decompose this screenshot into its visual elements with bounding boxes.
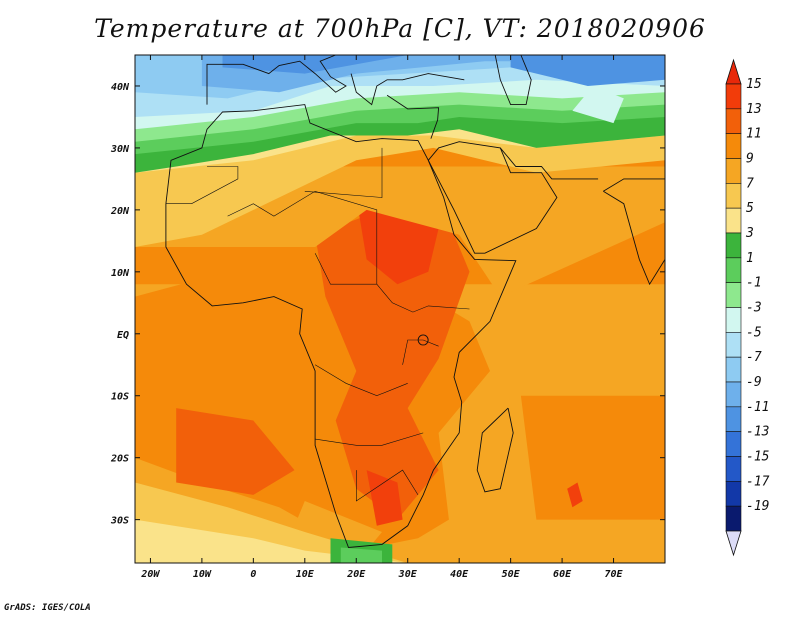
country-border [304, 147, 383, 198]
colorbar-swatch [725, 406, 742, 432]
colorbar-label: -9 [746, 375, 762, 390]
lat-tick-label: 30S [110, 516, 129, 527]
lon-tick-label: 70E [605, 569, 624, 580]
map-title: Temperature at 700hPa [C], VT: 201802090… [94, 14, 706, 43]
lat-tick-label: 10N [111, 268, 130, 279]
lake-victoria [417, 334, 429, 346]
colorbar-swatch [725, 83, 742, 110]
coastline [499, 147, 599, 180]
temperature-region [135, 519, 408, 563]
colorbar-swatch [725, 456, 742, 482]
lon-tick-label: 20W [140, 569, 160, 580]
coastline [476, 407, 514, 493]
colorbar-label: 15 [746, 77, 762, 92]
temperature-field [135, 55, 665, 563]
lon-tick-label: 20E [346, 569, 366, 580]
country-border [315, 432, 424, 446]
coastline [386, 94, 440, 139]
lat-tick-label: 20N [110, 206, 130, 217]
colorbar-label: -1 [746, 276, 762, 291]
colorbar-label: -13 [746, 425, 769, 440]
temperature-region [572, 86, 624, 124]
lon-tick-label: 10W [193, 569, 212, 580]
colorbar-swatch [725, 158, 742, 184]
colorbar-swatch [725, 431, 742, 457]
colorbar-label: 7 [746, 176, 754, 191]
lon-tick-label: 60E [553, 569, 572, 580]
colorbar-label: -11 [746, 400, 769, 415]
coastline [165, 104, 517, 548]
lon-tick-label: 40E [450, 569, 469, 580]
lon-tick-label: 30E [398, 569, 418, 580]
colorbar-swatch [725, 282, 742, 308]
temperature-region [135, 135, 665, 247]
colorbar-label: 13 [746, 102, 762, 117]
country-border [227, 190, 378, 285]
colorbar-swatch [725, 505, 742, 532]
lat-tick-label: 30N [110, 144, 130, 155]
colorbar-label: 11 [746, 127, 762, 142]
latitude-axis: 40N 30N 20N 10N EQ 10S 20S 30S [110, 82, 665, 527]
coastline [206, 55, 347, 105]
temperature-region [222, 55, 408, 74]
country-border [402, 339, 439, 365]
longitude-axis: 20W 10W 0 10E 20E 30E 40E 50E 60E 70E [140, 55, 624, 580]
lat-tick-label: 10S [111, 392, 129, 403]
coastlines [165, 55, 665, 548]
temperature-region [176, 408, 295, 495]
temperature-region [567, 482, 583, 508]
lat-tick-label: EQ [117, 330, 129, 341]
lon-tick-label: 10E [296, 569, 315, 580]
temperature-region [510, 55, 665, 86]
lon-tick-label: 0 [250, 569, 256, 580]
coastline [603, 178, 665, 286]
colorbar-swatch [725, 481, 742, 507]
country-border [355, 469, 419, 502]
colorbar-label: -15 [746, 450, 770, 465]
colorbar-label: 3 [745, 226, 754, 241]
colorbar-under-triangle [725, 530, 742, 557]
temperature-region [315, 209, 470, 520]
lon-tick-label: 50E [502, 569, 521, 580]
map-frame [134, 54, 666, 564]
country-border [165, 166, 239, 204]
colorbar-swatch [725, 232, 742, 259]
temperature-region [520, 395, 665, 520]
colorbar-swatch [725, 133, 742, 159]
colorbar-swatch [725, 108, 742, 134]
colorbar-over-triangle [725, 58, 742, 85]
colorbar-swatch [725, 257, 742, 283]
lat-tick-label: 40N [111, 82, 130, 93]
grads-credit: GrADS: IGES/COLA [4, 603, 91, 613]
colorbar-label: -17 [746, 474, 770, 489]
coastline [350, 73, 465, 106]
colorbar-label: -3 [746, 301, 762, 316]
colorbar-swatch [725, 356, 742, 383]
colorbar-swatch [725, 307, 742, 333]
colorbar-swatch [725, 207, 742, 234]
colorbar-label: 5 [746, 201, 754, 216]
colorbar-label: -5 [746, 325, 762, 340]
colorbar-swatch [725, 332, 742, 358]
lat-tick-label: 20S [110, 454, 129, 465]
coastline [494, 55, 532, 106]
colorbar-swatch [725, 183, 742, 209]
country-border [314, 364, 408, 397]
colorbar-swatch [725, 381, 742, 408]
colorbar: 15 13 11 9 7 5 3 1 -1 -3 -5 -7 -9 -11 -13 -15 -17 -19 [725, 58, 770, 557]
colorbar-label: 9 [746, 152, 754, 167]
colorbar-label: 1 [746, 251, 754, 266]
country-border [314, 253, 470, 313]
temperature-region [366, 470, 403, 526]
colorbar-label: -19 [746, 499, 769, 514]
colorbar-label: -7 [746, 350, 762, 365]
temperature-region [340, 547, 382, 563]
coastline [427, 141, 558, 254]
field-contours [135, 55, 665, 563]
